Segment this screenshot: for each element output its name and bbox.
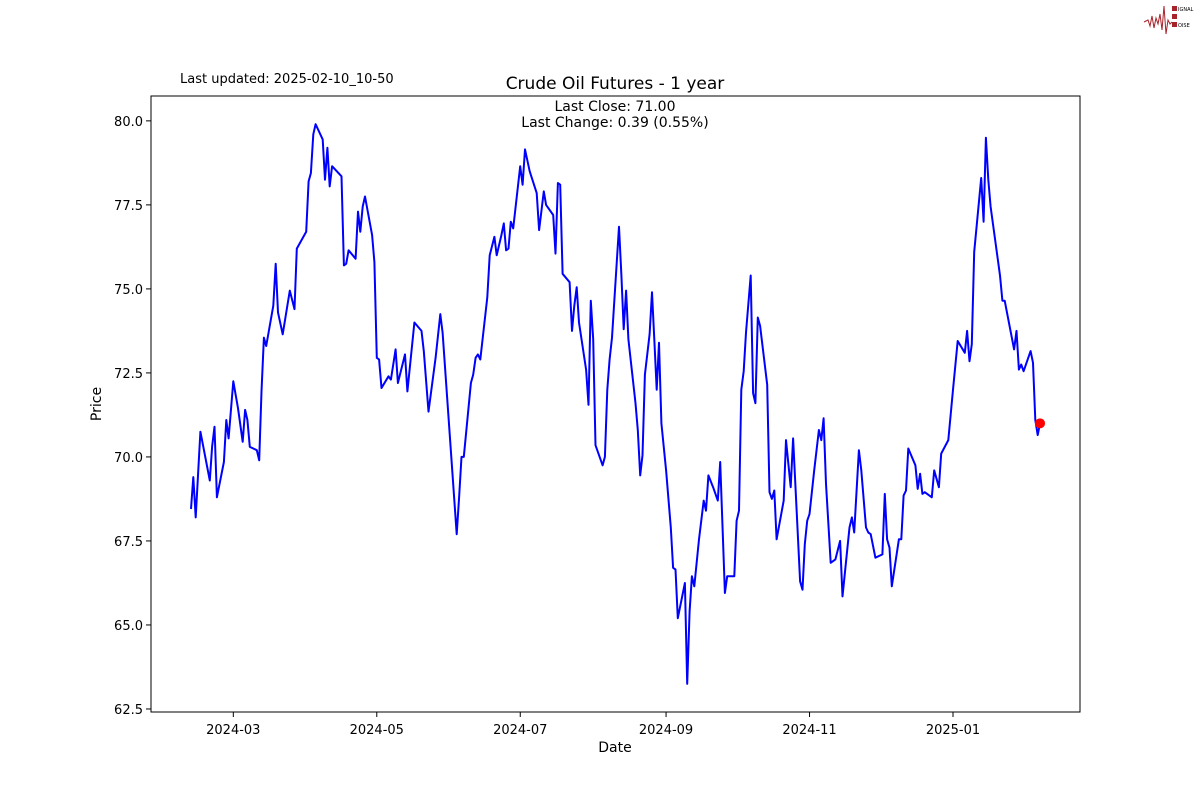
logo: IGNAL OISE xyxy=(1143,5,1194,35)
logo-mark-2 xyxy=(1172,14,1177,19)
chart-title: Crude Oil Futures - 1 year xyxy=(506,74,725,94)
y-tick-label: 75.0 xyxy=(114,283,143,298)
y-tick-label: 72.5 xyxy=(114,367,143,382)
x-tick-label: 2024-11 xyxy=(782,723,836,738)
x-axis-label: Date xyxy=(598,740,631,756)
x-tick-label: 2025-01 xyxy=(926,723,980,738)
logo-text-2: OISE xyxy=(1178,23,1190,29)
y-tick-label: 67.5 xyxy=(114,535,143,550)
logo-waveform-icon xyxy=(1143,5,1173,35)
last-updated-label: Last updated: 2025-02-10_10-50 xyxy=(180,72,394,87)
x-tick-label: 2024-07 xyxy=(493,723,547,738)
last-close-annotation: Last Close: 71.00 xyxy=(555,99,676,115)
plot-frame xyxy=(150,95,1081,713)
last-change-annotation: Last Change: 0.39 (0.55%) xyxy=(521,115,708,131)
logo-text: IGNAL xyxy=(1178,7,1194,13)
logo-mark-n xyxy=(1172,22,1177,27)
price-line xyxy=(190,123,1041,685)
y-tick-label: 77.5 xyxy=(114,199,143,214)
x-tick-label: 2024-03 xyxy=(206,723,260,738)
y-tick-label: 62.5 xyxy=(114,703,143,718)
last-close-marker xyxy=(1035,418,1046,429)
axis-ticks: 2024-03 2024-05 2024-07 2024-09 2024-11 2025-… xyxy=(114,115,980,738)
logo-mark-s xyxy=(1172,6,1177,11)
y-tick-label: 65.0 xyxy=(114,619,143,634)
y-axis-label: Price xyxy=(89,387,105,421)
y-tick-label: 70.0 xyxy=(114,451,143,466)
y-tick-label: 80.0 xyxy=(114,115,143,130)
x-tick-label: 2024-09 xyxy=(639,723,693,738)
x-tick-label: 2024-05 xyxy=(350,723,404,738)
